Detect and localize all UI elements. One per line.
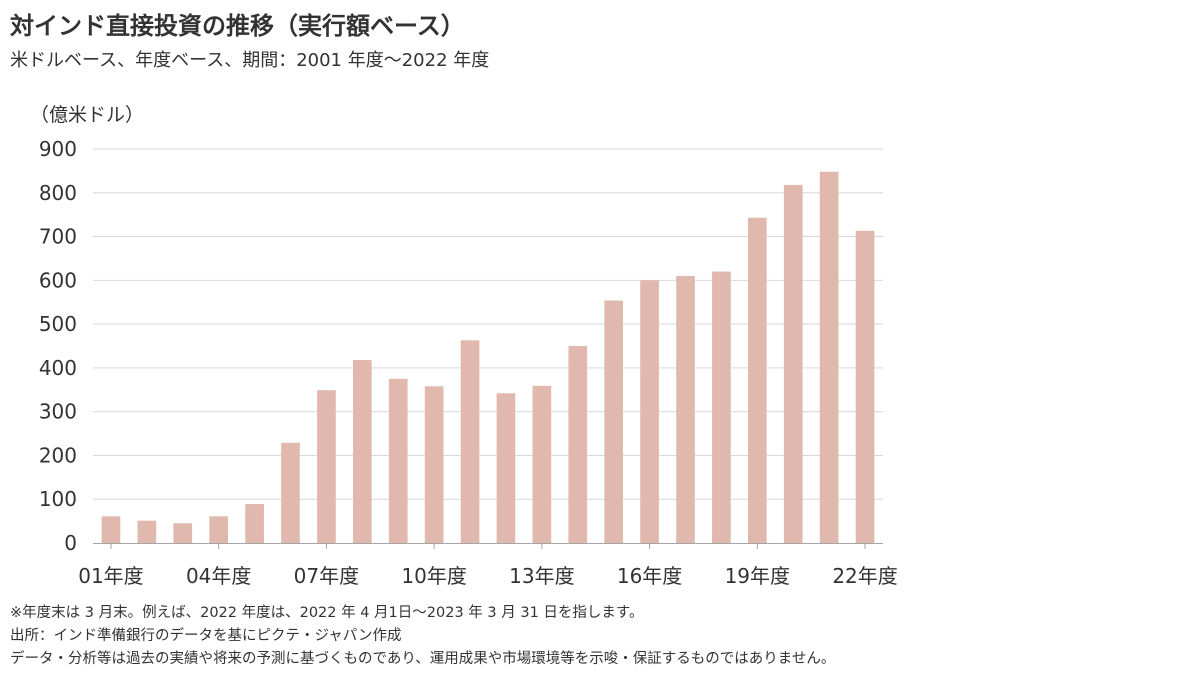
- bar-05年度: [245, 504, 264, 543]
- footnote-disclaimer: データ・分析等は過去の実績や将来の予測に基づくものであり、運用成果や市場環境等を…: [10, 651, 836, 667]
- bar-19年度: [747, 217, 767, 543]
- bar-02年度: [137, 520, 157, 543]
- bar-10年度: [424, 386, 444, 543]
- bar-09年度: [388, 378, 408, 543]
- bar-08年度: [352, 360, 372, 543]
- bar-16年度: [640, 280, 659, 543]
- x-tick-label: 07年度: [294, 564, 359, 588]
- y-tick-label: 300: [39, 400, 77, 424]
- bar-chart: 0 100 200 300 400 500 600 700 800 900 01年度 04年度 07年度…: [39, 137, 898, 588]
- bar-21年度: [819, 171, 839, 543]
- bar-11年度: [460, 340, 480, 543]
- bar-14年度: [568, 346, 588, 543]
- y-tick-label: 700: [39, 225, 77, 249]
- x-tick-label: 13年度: [509, 564, 574, 588]
- y-tick-label: 500: [39, 312, 77, 336]
- y-tick-label: 800: [39, 181, 77, 205]
- y-tick-label: 900: [39, 137, 77, 161]
- bar-01年度: [101, 516, 121, 543]
- y-tick-label: 600: [39, 268, 77, 292]
- chart-title: 対インド直接投資の推移（実行額ベース）: [10, 12, 465, 40]
- y-tick-label: 0: [64, 531, 77, 555]
- x-tick-label: 10年度: [401, 564, 466, 588]
- footnote-source: 出所：インド準備銀行のデータを基にピクテ・ジャパン作成: [10, 628, 402, 644]
- x-tick-label: 01年度: [78, 564, 143, 588]
- bar-15年度: [604, 300, 624, 543]
- bar-17年度: [676, 275, 695, 543]
- bar-22年度: [855, 230, 875, 543]
- bar-12年度: [496, 393, 516, 543]
- x-tick-label: 16年度: [617, 564, 682, 588]
- y-tick-label: 400: [39, 356, 77, 380]
- chart-subtitle: 米ドルベース、年度ベース、期間：2001 年度～2022 年度: [10, 50, 490, 71]
- x-tick-label: 19年度: [725, 564, 790, 588]
- bar-04年度: [209, 516, 229, 543]
- footnotes: ※年度末は 3 月末。例えば、2022 年度は、2022 年 4 月1日～202…: [10, 602, 835, 671]
- bar-03年度: [173, 523, 193, 543]
- bar-06年度: [281, 442, 300, 543]
- x-tick-label: 04年度: [186, 564, 251, 588]
- bar-13年度: [532, 385, 552, 543]
- footnote-fiscal-year: ※年度末は 3 月末。例えば、2022 年度は、2022 年 4 月1日～202…: [10, 605, 644, 621]
- y-tick-label: 200: [39, 443, 77, 467]
- bar-18年度: [712, 271, 731, 543]
- bar-07年度: [317, 390, 336, 543]
- bar-20年度: [783, 184, 803, 544]
- x-tick-label: 22年度: [832, 564, 897, 588]
- y-axis-unit-label: （億米ドル）: [30, 104, 145, 126]
- y-tick-label: 100: [39, 487, 77, 511]
